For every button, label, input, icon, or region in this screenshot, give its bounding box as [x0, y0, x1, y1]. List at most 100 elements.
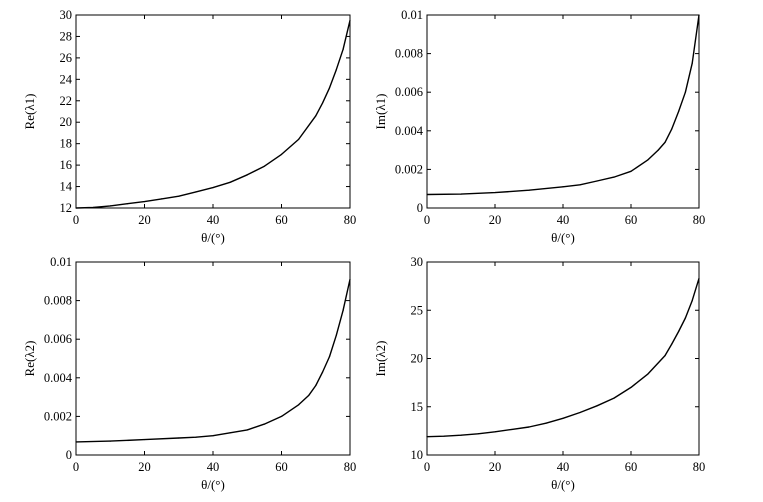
y-tick-label: 15 — [411, 400, 424, 414]
y-tick-label: 0.008 — [395, 47, 423, 61]
series-line — [426, 278, 700, 438]
data-point — [562, 186, 564, 188]
data-point — [698, 277, 700, 280]
data-point — [684, 91, 687, 93]
y-tick-label: 12 — [60, 201, 73, 215]
data-point — [579, 184, 581, 186]
plot-frame — [426, 261, 700, 456]
data-point — [477, 433, 479, 435]
data-point — [613, 397, 615, 399]
data-point — [143, 200, 146, 203]
y-tick-label: 26 — [60, 51, 73, 65]
data-point — [460, 193, 462, 195]
data-point — [109, 205, 111, 207]
data-point — [664, 355, 666, 357]
x-tick-label: 40 — [207, 460, 220, 474]
x-tick-label: 40 — [557, 460, 570, 474]
y-tick-label: 25 — [411, 303, 424, 317]
plot-frame — [75, 14, 351, 209]
y-tick-label: 0.002 — [395, 162, 423, 176]
data-point — [511, 428, 513, 431]
x-tick-label: 80 — [344, 213, 357, 227]
data-point — [579, 411, 581, 414]
data-point — [143, 438, 146, 441]
data-point — [229, 181, 231, 183]
data-point — [664, 141, 666, 143]
x-tick-label: 80 — [693, 213, 706, 227]
data-point — [335, 334, 337, 336]
chart-panel-2: 0 20 40 60 80 0 0.002 0.004 0.006 0.008 0.01 θ/(°) I… — [373, 8, 705, 245]
y-tick-label: 0.004 — [395, 124, 424, 138]
series-line — [426, 14, 700, 196]
data-point — [298, 138, 300, 140]
y-axis-label: Re(λ2) — [22, 341, 37, 377]
data-point — [263, 423, 265, 425]
x-tick-label: 20 — [138, 213, 151, 227]
data-point — [229, 432, 231, 434]
y-tick-label: 0.01 — [50, 255, 72, 269]
x-axis-label: θ/(°) — [551, 477, 575, 492]
data-point — [460, 434, 462, 436]
y-tick-label: 16 — [60, 158, 73, 172]
y-tick-label: 20 — [411, 352, 424, 366]
x-axis-label: θ/(°) — [201, 230, 225, 245]
data-point — [178, 437, 180, 439]
y-tick-label: 14 — [60, 180, 73, 194]
data-point — [212, 187, 214, 189]
y-axis-label: Im(λ1) — [373, 94, 388, 130]
data-point — [562, 417, 564, 419]
plot-frame — [426, 14, 700, 209]
y-tick-label: 24 — [60, 72, 73, 86]
data-point — [315, 115, 317, 117]
x-tick-label: 20 — [489, 213, 502, 227]
data-point — [280, 415, 283, 417]
data-point — [647, 373, 649, 375]
data-point — [630, 170, 632, 172]
y-tick-label: 0 — [417, 201, 423, 215]
chart-panel-3: 0 20 40 60 80 0 0.002 0.004 0.006 0.008 0.01 θ/(°) R… — [22, 255, 356, 492]
data-point — [647, 159, 649, 161]
data-point — [691, 62, 693, 64]
data-point — [349, 278, 351, 280]
data-point — [671, 343, 673, 345]
y-tick-label: 20 — [60, 115, 73, 129]
y-tick-label: 0.002 — [44, 409, 72, 423]
x-tick-label: 0 — [424, 460, 430, 474]
data-point — [178, 195, 180, 197]
y-tick-label: 10 — [411, 448, 424, 462]
x-tick-label: 80 — [693, 460, 706, 474]
data-point — [691, 300, 693, 302]
data-point — [426, 193, 428, 196]
y-tick-label: 18 — [60, 137, 73, 151]
data-point — [280, 153, 283, 155]
data-point — [212, 435, 214, 437]
data-point — [298, 404, 300, 406]
y-tick-label: 0 — [66, 448, 72, 462]
data-point — [109, 440, 111, 442]
y-tick-label: 30 — [411, 255, 424, 269]
data-point — [308, 394, 310, 396]
y-axis-label: Im(λ2) — [373, 341, 388, 377]
x-tick-label: 60 — [275, 213, 288, 227]
data-point — [528, 426, 530, 428]
data-point — [596, 405, 598, 407]
data-point — [195, 436, 197, 438]
data-point — [322, 102, 324, 104]
x-tick-label: 80 — [344, 460, 357, 474]
x-tick-label: 60 — [275, 460, 288, 474]
data-point — [657, 149, 659, 151]
y-tick-label: 0.006 — [44, 332, 72, 346]
data-point — [613, 176, 615, 178]
data-point — [328, 355, 331, 358]
data-point — [263, 165, 265, 167]
x-tick-label: 60 — [625, 213, 638, 227]
chart-panel-1: 0 20 40 60 80 12 14 16 18 20 22 24 26 28 30 θ/(°) Re(λ1) — [22, 8, 356, 245]
data-point — [246, 174, 248, 176]
x-tick-label: 60 — [625, 460, 638, 474]
x-tick-label: 20 — [138, 460, 151, 474]
data-point — [342, 48, 344, 50]
data-point — [494, 191, 496, 194]
x-tick-label: 0 — [73, 213, 79, 227]
data-point — [698, 14, 700, 16]
